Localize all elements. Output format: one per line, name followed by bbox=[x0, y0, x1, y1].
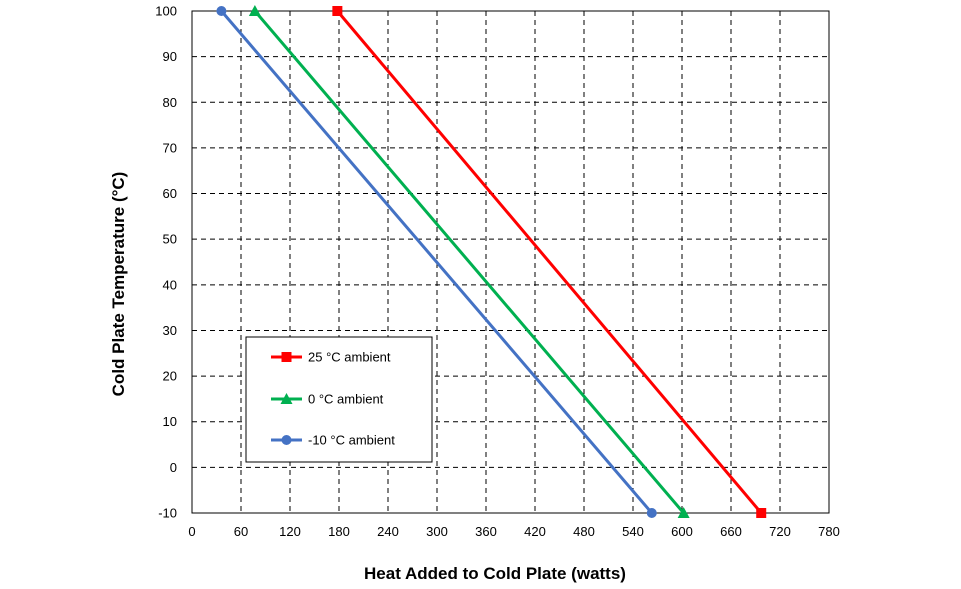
x-tick-label: 360 bbox=[475, 524, 497, 539]
data-point bbox=[332, 6, 343, 16]
data-point bbox=[646, 508, 657, 518]
x-tick-label: 300 bbox=[426, 524, 448, 539]
y-tick-label: 60 bbox=[163, 186, 177, 201]
legend-label: -10 °C ambient bbox=[308, 433, 395, 448]
x-axis-title: Heat Added to Cold Plate (watts) bbox=[364, 564, 626, 583]
x-tick-label: 60 bbox=[234, 524, 248, 539]
x-tick-label: 780 bbox=[818, 524, 840, 539]
y-axis-tick-labels: -10 0 10 20 30 40 50 60 70 80 90 100 bbox=[155, 4, 177, 521]
legend-item: 25 °C ambient bbox=[271, 350, 391, 365]
x-axis-tick-labels: 0 60 120 180 240 300 360 420 480 540 600 660 720 780 bbox=[188, 524, 839, 539]
series-line bbox=[220, 10, 653, 514]
y-tick-label: 70 bbox=[163, 140, 177, 155]
x-tick-label: 420 bbox=[524, 524, 546, 539]
legend-item: 0 °C ambient bbox=[271, 392, 384, 407]
y-tick-label: 90 bbox=[163, 49, 177, 64]
x-tick-label: 660 bbox=[720, 524, 742, 539]
x-tick-label: 480 bbox=[573, 524, 595, 539]
data-point bbox=[216, 6, 227, 16]
y-tick-label: 10 bbox=[163, 414, 177, 429]
legend-marker bbox=[281, 352, 292, 362]
x-tick-label: 540 bbox=[622, 524, 644, 539]
x-tick-label: 720 bbox=[769, 524, 791, 539]
y-tick-label: 30 bbox=[163, 323, 177, 338]
plot-area-border bbox=[191, 10, 830, 514]
series-layer bbox=[216, 5, 767, 518]
y-tick-label: 0 bbox=[170, 460, 177, 475]
data-point bbox=[756, 508, 767, 518]
y-tick-label: 100 bbox=[155, 4, 177, 19]
legend-label: 0 °C ambient bbox=[308, 392, 384, 407]
y-tick-label: 80 bbox=[163, 95, 177, 110]
x-tick-label: 600 bbox=[671, 524, 693, 539]
data-point bbox=[248, 5, 261, 16]
legend-marker bbox=[281, 435, 292, 445]
series-0 bbox=[332, 6, 767, 518]
y-tick-label: 50 bbox=[163, 232, 177, 247]
y-axis-title: Cold Plate Temperature (°C) bbox=[109, 172, 128, 397]
x-tick-label: 120 bbox=[279, 524, 301, 539]
series-2 bbox=[216, 6, 657, 518]
x-tick-label: 180 bbox=[328, 524, 350, 539]
series-line bbox=[253, 10, 685, 514]
legend-label: 25 °C ambient bbox=[308, 350, 391, 365]
y-tick-label: -10 bbox=[158, 506, 177, 521]
legend-marker bbox=[280, 393, 293, 404]
data-point bbox=[677, 507, 690, 518]
x-tick-label: 240 bbox=[377, 524, 399, 539]
legend: 25 °C ambient 0 °C ambient -10 °C ambient bbox=[245, 336, 433, 463]
y-tick-label: 40 bbox=[163, 277, 177, 292]
series-1 bbox=[248, 5, 690, 518]
legend-item: -10 °C ambient bbox=[271, 433, 395, 448]
y-tick-label: 20 bbox=[163, 369, 177, 384]
x-tick-label: 0 bbox=[188, 524, 195, 539]
series-line bbox=[336, 10, 763, 514]
